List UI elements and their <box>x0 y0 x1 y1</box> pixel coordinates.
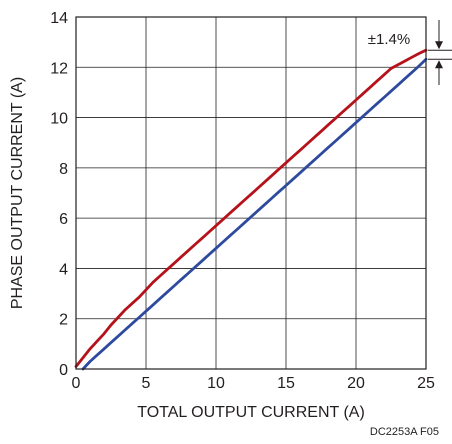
y-tick-label: 4 <box>59 261 68 278</box>
x-tick-label: 25 <box>417 375 435 392</box>
annotation-arrow-down-head <box>435 41 443 50</box>
x-tick-label: 20 <box>347 375 365 392</box>
series-line-1 <box>74 48 428 368</box>
y-axis-label: PHASE OUTPUT CURRENT (A) <box>9 77 26 309</box>
tick-labels: 0 5 10 15 20 25 0 2 4 6 8 10 12 14 <box>50 10 435 392</box>
annotation-arrow-up-head <box>435 60 443 69</box>
x-tick-label: 5 <box>142 375 151 392</box>
y-tick-label: 2 <box>59 312 68 329</box>
y-tick-label: 6 <box>59 211 68 228</box>
figure-id-label: DC2253A F05 <box>370 426 439 438</box>
series-line-2 <box>81 57 428 371</box>
x-tick-label: 15 <box>277 375 295 392</box>
y-tick-label: 8 <box>59 161 68 178</box>
series-layer <box>74 48 428 371</box>
y-tick-label: 10 <box>50 111 68 128</box>
x-tick-label: 10 <box>207 375 225 392</box>
grid <box>76 17 426 369</box>
y-tick-label: 12 <box>50 60 68 77</box>
plot-frame <box>75 16 427 370</box>
annotation-label: ±1.4% <box>368 31 410 48</box>
x-axis-label: TOTAL OUTPUT CURRENT (A) <box>137 404 365 421</box>
tolerance-annotation: ±1.4% <box>368 20 452 85</box>
y-tick-label: 14 <box>50 10 68 27</box>
x-tick-label: 0 <box>72 375 81 392</box>
y-tick-label: 0 <box>59 362 68 379</box>
